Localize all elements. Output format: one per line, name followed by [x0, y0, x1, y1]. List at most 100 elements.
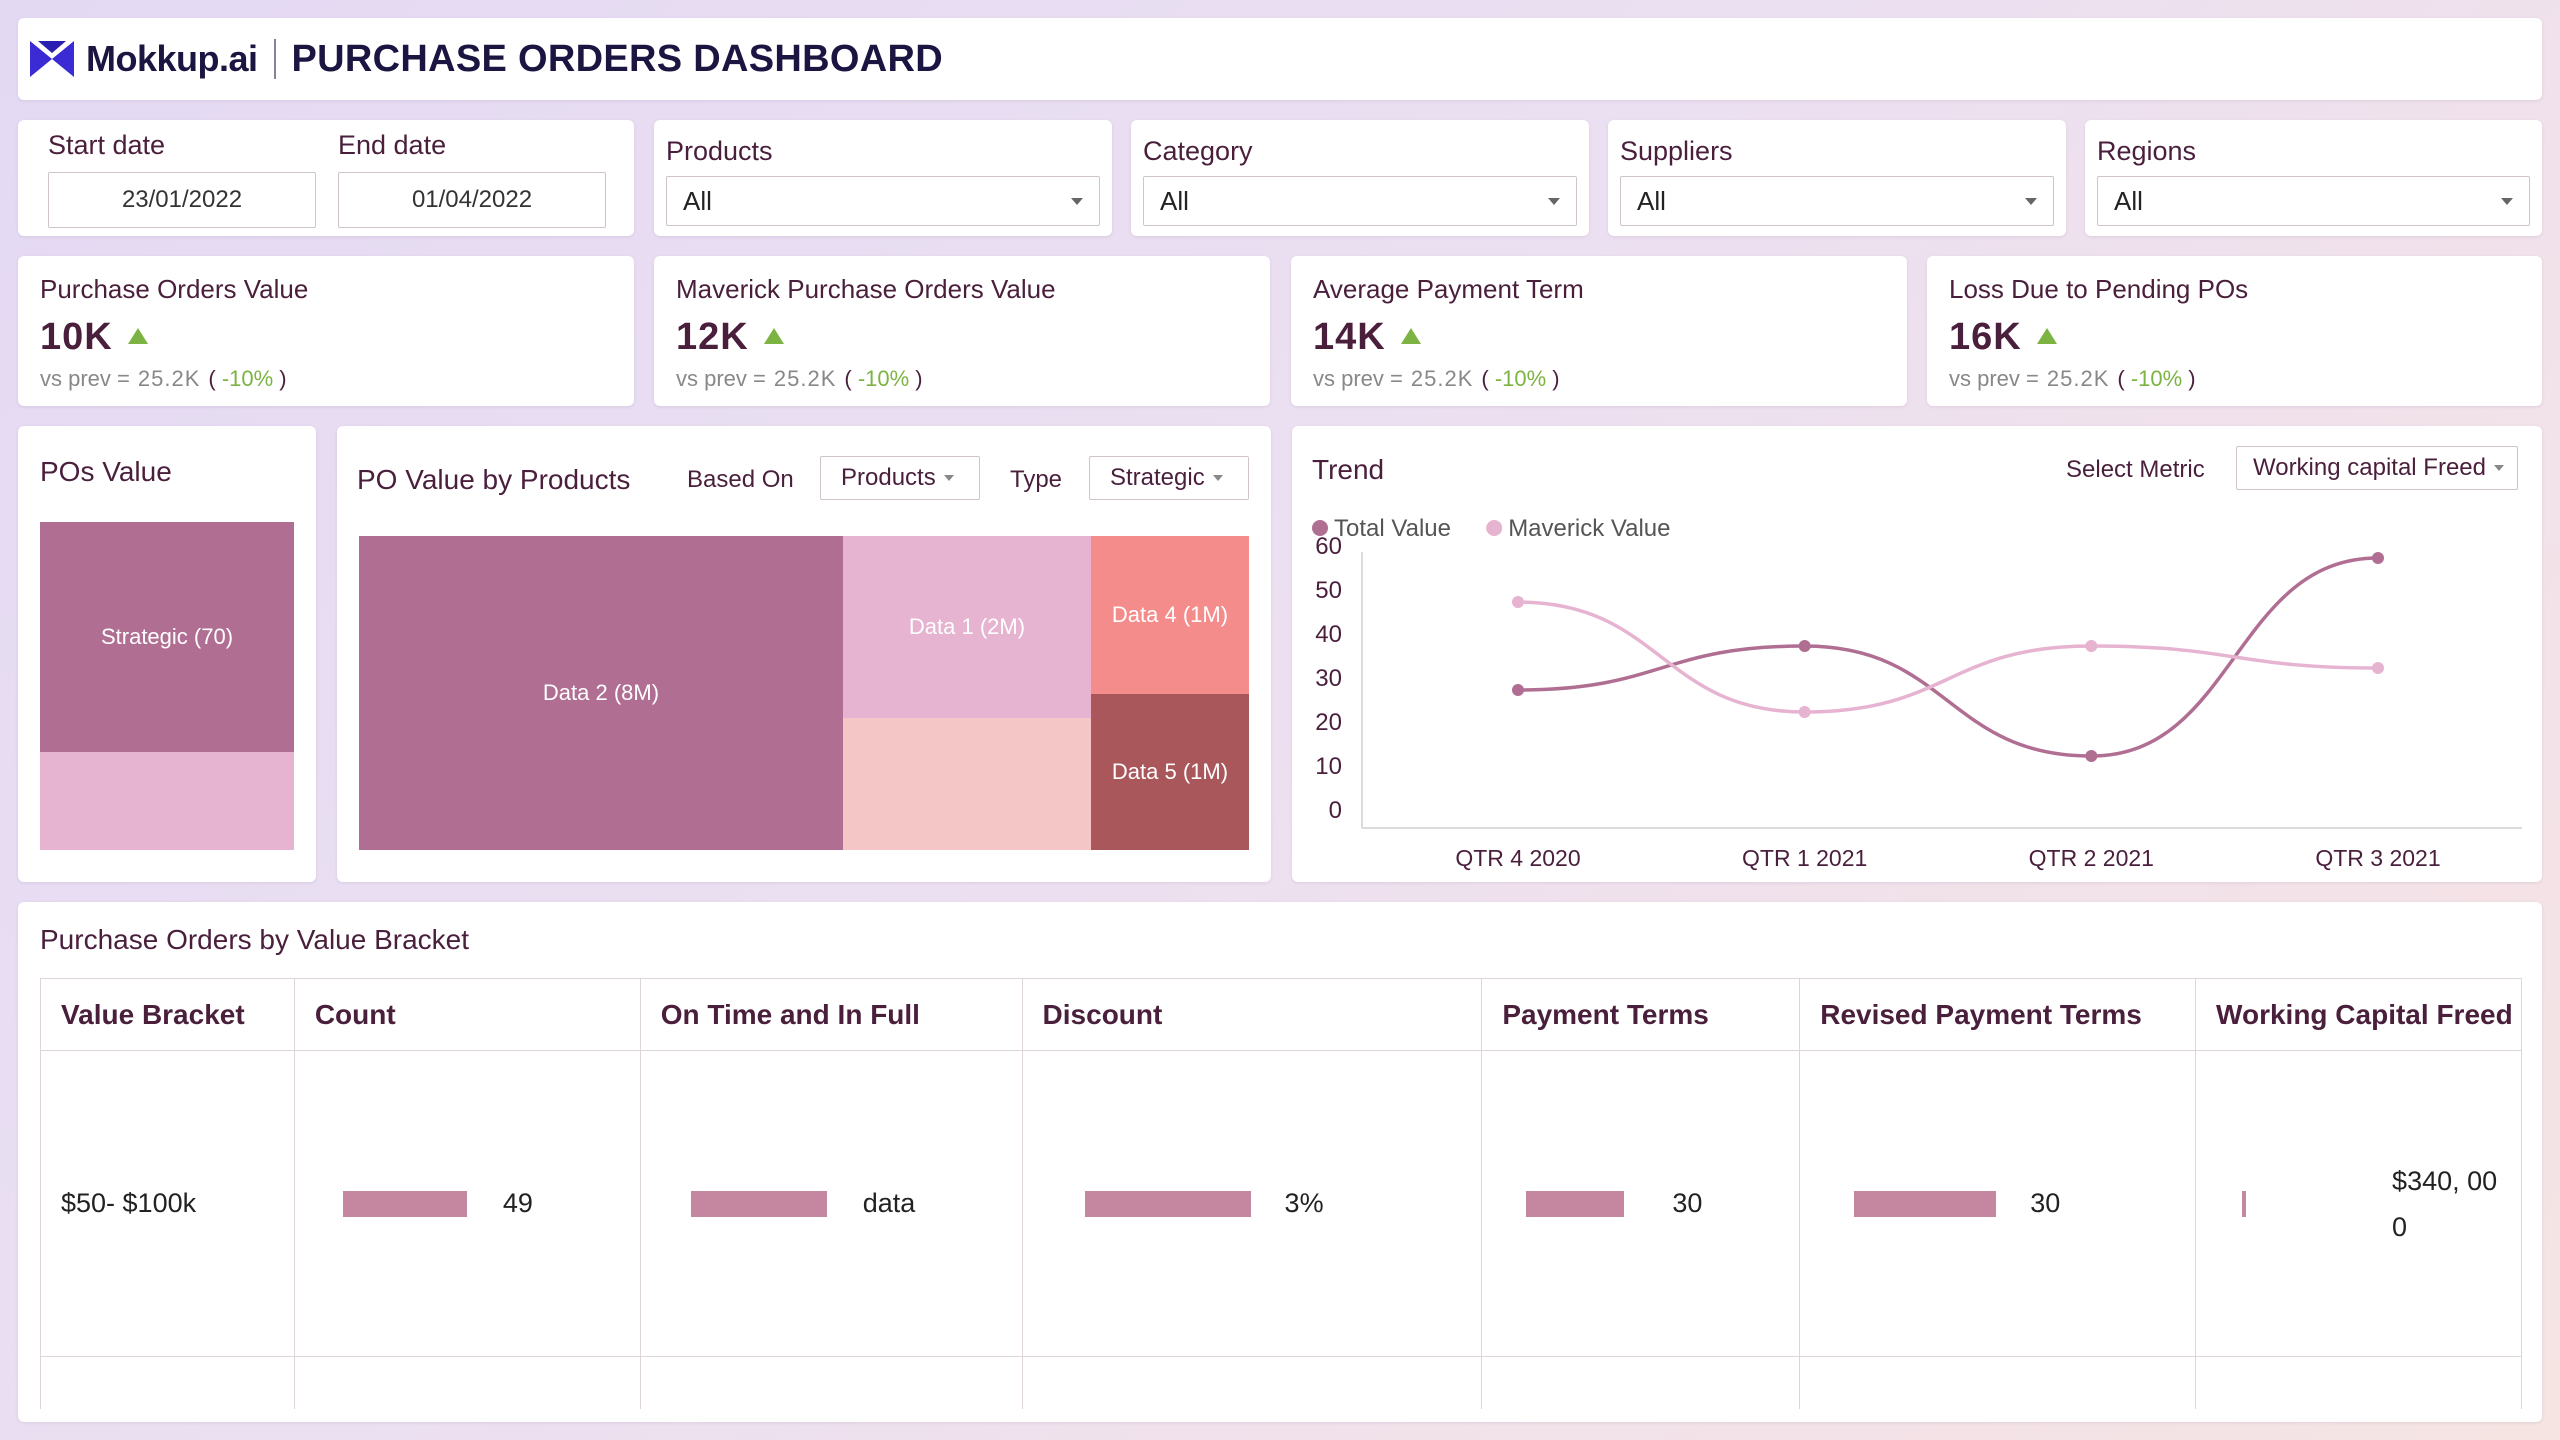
legend-label[interactable]: Maverick Value [1508, 515, 1670, 542]
kpi-comparison: vs prev = 25.2K( -10% ) [1949, 366, 2196, 391]
trend-card: Trend Select Metric Working capital Free… [1292, 426, 2542, 882]
empty-cell [1481, 1356, 1801, 1409]
end-date-input[interactable]: 01/04/2022 [338, 172, 606, 228]
pos-value-card: POs Value Strategic (70) [18, 426, 316, 882]
category-filter-card: Category All [1131, 120, 1589, 236]
treemap-block-data-2[interactable]: Data 2 (8M) [359, 536, 843, 850]
suppliers-select-value: All [1637, 185, 1666, 216]
table-header-row: Value Bracket Count On Time and In Full … [40, 978, 2522, 1051]
date-filter-card: Start date 23/01/2022 End date 01/04/202… [18, 120, 634, 236]
series-line-1[interactable] [1517, 600, 2379, 714]
legend-marker [1312, 520, 1328, 536]
select-metric-label: Select Metric [2066, 456, 2205, 483]
data-point[interactable] [2372, 662, 2384, 674]
trend-up-icon [128, 328, 148, 344]
kpi-comparison: vs prev = 25.2K( -10% ) [676, 366, 923, 391]
products-treemap: Data 2 (8M) Data 1 (2M) Data 4 (1M) Data… [359, 536, 1249, 850]
table-row[interactable] [40, 1356, 2522, 1409]
payment-terms-value: 30 [1672, 1188, 1703, 1218]
kpi-value: 16K [1949, 316, 2022, 358]
treemap-block-data-4[interactable]: Data 4 (1M) [1091, 536, 1249, 694]
regions-filter-card: Regions All [2085, 120, 2542, 236]
col-header-count[interactable]: Count [293, 978, 641, 1051]
kpi-value: 10K [40, 316, 113, 358]
kpi-vs-label: vs prev = [1949, 366, 2039, 391]
category-select[interactable]: All [1143, 176, 1577, 226]
category-filter-label: Category [1143, 136, 1253, 166]
empty-cell [1021, 1356, 1483, 1409]
page-title: PURCHASE ORDERS DASHBOARD [291, 37, 943, 80]
treemap-block-data-1[interactable]: Data 1 (2M) [843, 536, 1091, 718]
type-value: Strategic [1110, 464, 1205, 491]
treemap-label: Data 5 (1M) [1111, 759, 1229, 784]
type-select[interactable]: Strategic [1089, 456, 1249, 500]
regions-select-value: All [2114, 185, 2143, 216]
kpi-value: 14K [1313, 316, 1386, 358]
pos-value-stack: Strategic (70) [40, 522, 294, 850]
treemap-label: Data 4 (1M) [1111, 602, 1229, 627]
x-tick-label: QTR 3 2021 [2315, 845, 2440, 871]
y-tick-label: 50 [1315, 577, 1342, 604]
data-point[interactable] [2085, 750, 2098, 762]
legend-label[interactable]: Total Value [1334, 515, 1451, 542]
trend-up-icon [764, 328, 784, 344]
kpi-vs-label: vs prev = [1313, 366, 1403, 391]
revised-terms-value: 30 [2030, 1188, 2061, 1218]
col-header-otif[interactable]: On Time and In Full [639, 978, 1023, 1051]
treemap-block-data-5[interactable]: Data 5 (1M) [1091, 694, 1249, 850]
y-tick-label: 60 [1315, 533, 1342, 560]
start-date-label: Start date [48, 130, 166, 160]
cell-revised-terms: 30 [1799, 1050, 2197, 1357]
chevron-down-icon [2494, 465, 2504, 471]
suppliers-filter-label: Suppliers [1620, 136, 1733, 166]
col-header-wc-freed[interactable]: Working Capital Freed [2195, 978, 2522, 1051]
table-row[interactable]: $50- $100k 49 data 3% 30 30 $340, 00 0 [40, 1050, 2522, 1357]
pos-strategic-label: Strategic (70) [100, 624, 234, 649]
chevron-down-icon [2501, 198, 2513, 205]
metric-select[interactable]: Working capital Freed [2236, 446, 2518, 490]
po-by-products-card: PO Value by Products Based On Products T… [337, 426, 1271, 882]
kpi-prev-value: 25.2K [137, 366, 201, 391]
regions-filter-label: Regions [2097, 136, 2197, 166]
kpi-comparison: vs prev = 25.2K( -10% ) [1313, 366, 1560, 391]
kpi-change: -10% [2130, 366, 2183, 391]
col-header-payment-terms[interactable]: Payment Terms [1481, 978, 1801, 1051]
suppliers-filter-card: Suppliers All [1608, 120, 2066, 236]
kpi-card-maverick-value: Maverick Purchase Orders Value 12K vs pr… [654, 256, 1270, 406]
value-bracket-card: Purchase Orders by Value Bracket Value B… [18, 902, 2542, 1422]
data-point[interactable] [1512, 596, 1524, 608]
y-tick-label: 40 [1315, 621, 1342, 648]
count-value: 49 [502, 1188, 533, 1218]
pos-other-block[interactable] [40, 752, 294, 850]
col-header-discount[interactable]: Discount [1021, 978, 1483, 1051]
kpi-prev-value: 25.2K [2046, 366, 2110, 391]
regions-select[interactable]: All [2097, 176, 2530, 226]
payment-terms-bar [1526, 1190, 1625, 1217]
col-header-revised-terms[interactable]: Revised Payment Terms [1799, 978, 2197, 1051]
wc-freed-value-line1: $340, 00 [2392, 1165, 2498, 1196]
series-line-0[interactable] [1517, 556, 2379, 758]
suppliers-select[interactable]: All [1620, 176, 2054, 226]
based-on-select[interactable]: Products [820, 456, 980, 500]
pos-strategic-block[interactable]: Strategic (70) [40, 522, 294, 752]
data-point[interactable] [2085, 640, 2098, 652]
trend-chart: 0 10 20 30 40 50 60 QTR 4 2020 QTR 1 2021 QTR 2 2… [1312, 515, 2522, 871]
data-point[interactable] [2372, 552, 2384, 564]
kpi-card-avg-payment-term: Average Payment Term 14K vs prev = 25.2K(… [1291, 256, 1907, 406]
cell-payment-terms: 30 [1481, 1050, 1801, 1357]
chevron-down-icon [1071, 198, 1083, 205]
pos-value-title: POs Value [40, 456, 172, 487]
products-select[interactable]: All [666, 176, 1100, 226]
data-point[interactable] [1512, 684, 1524, 696]
treemap-block-data-3[interactable] [843, 718, 1091, 850]
x-tick-label: QTR 1 2021 [1742, 845, 1867, 871]
data-point[interactable] [1798, 640, 1811, 652]
kpi-change: -10% [1494, 366, 1547, 391]
kpi-comparison: vs prev = 25.2K( -10% ) [40, 366, 287, 391]
value-bracket-table: Value Bracket Count On Time and In Full … [40, 978, 2522, 1409]
start-date-input[interactable]: 23/01/2022 [48, 172, 316, 228]
data-point[interactable] [1798, 706, 1811, 718]
x-tick-label: QTR 4 2020 [1455, 845, 1580, 871]
based-on-value: Products [841, 464, 936, 491]
col-header-value-bracket[interactable]: Value Bracket [40, 978, 295, 1051]
